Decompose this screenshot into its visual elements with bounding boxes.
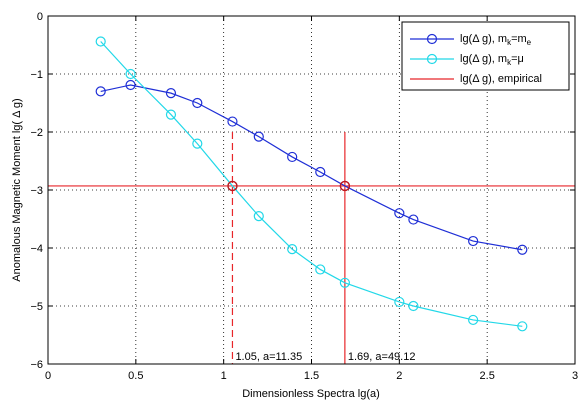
x-tick-label: 1.5 (304, 370, 319, 382)
data-point (253, 131, 264, 142)
legend-entry-empirical: lg(Δ g), empirical (410, 73, 542, 85)
series-line-0 (100, 84, 523, 251)
x-tick-label: 3 (572, 370, 578, 382)
data-point (165, 109, 177, 120)
data-point (339, 277, 350, 288)
data-point (287, 244, 298, 255)
legend: lg(Δ g), mk=me lg(Δ g), mk=μ lg(Δ g), em… (401, 21, 570, 91)
legend-text-me-mid: =m (511, 33, 527, 45)
legend-marker-mu (426, 53, 438, 65)
x-tick-label: 0 (45, 370, 51, 382)
data-point (95, 36, 106, 47)
data-point (125, 79, 136, 91)
legend-text-mu-base: lg(Δ g), m (460, 53, 507, 65)
tick-labels: 0 0.5 1 1.5 2 2.5 3 0 −1 −2 −3 −4 −5 −6 (30, 11, 578, 382)
y-tick-label: −5 (30, 301, 43, 313)
series-line-1 (100, 41, 523, 327)
y-tick-label: −1 (30, 69, 43, 81)
y-tick-label: −2 (30, 127, 43, 139)
x-axis-label: Dimensionless Spectra lg(a) (242, 388, 380, 400)
markers-layer (227, 180, 351, 192)
intersection-point (339, 180, 351, 192)
y-tick-label: −4 (30, 243, 43, 255)
legend-text-empirical: lg(Δ g), empirical (460, 73, 542, 85)
intersection-point (227, 180, 238, 192)
data-point (408, 300, 419, 312)
data-point (95, 86, 106, 97)
data-point (517, 321, 528, 332)
data-point (468, 314, 479, 326)
y-tick-label: −6 (30, 359, 43, 371)
y-tick-label: 0 (37, 11, 43, 23)
x-tick-label: 0.5 (128, 370, 143, 382)
data-point (165, 88, 177, 99)
reference-lines (48, 132, 575, 364)
legend-entry-mu: lg(Δ g), mk=μ (410, 53, 524, 67)
axis-ticks (47, 15, 576, 365)
vertical-marker-label: 1.05, a=11.35 (235, 351, 302, 363)
data-point (408, 214, 419, 225)
data-point (394, 208, 405, 219)
data-point (192, 138, 203, 149)
data-point (517, 244, 528, 255)
y-axis-label: Anomalous Magnetic Moment lg( Δ g) (11, 98, 23, 281)
series-layer (95, 36, 528, 332)
vertical-marker-label: 1.69, a=49.12 (348, 351, 416, 363)
y-tick-label: −3 (30, 185, 43, 197)
legend-marker-me (426, 33, 438, 45)
annotations: 1.05, a=11.35 1.69, a=49.12 (235, 351, 415, 363)
data-point (125, 68, 136, 80)
data-point (253, 211, 264, 222)
data-point (287, 151, 298, 163)
data-point (192, 97, 203, 109)
x-tick-label: 2.5 (480, 370, 495, 382)
legend-text-mu-sub1: k (507, 58, 512, 67)
legend-text-me-sub1: k (507, 38, 512, 47)
legend-text-me: lg(Δ g), mk=me (460, 33, 532, 47)
legend-entry-me: lg(Δ g), mk=me (410, 33, 532, 47)
data-point (315, 166, 326, 178)
legend-text-me-sub2: e (527, 38, 532, 47)
data-point (227, 116, 238, 127)
legend-text-mu: lg(Δ g), mk=μ (460, 53, 524, 67)
x-tick-label: 2 (396, 370, 402, 382)
legend-text-me-base: lg(Δ g), m (460, 33, 507, 45)
data-point (315, 264, 326, 275)
data-point (394, 296, 405, 308)
legend-text-mu-mid: =μ (511, 53, 524, 65)
x-tick-label: 1 (221, 370, 227, 382)
data-point (468, 235, 479, 247)
